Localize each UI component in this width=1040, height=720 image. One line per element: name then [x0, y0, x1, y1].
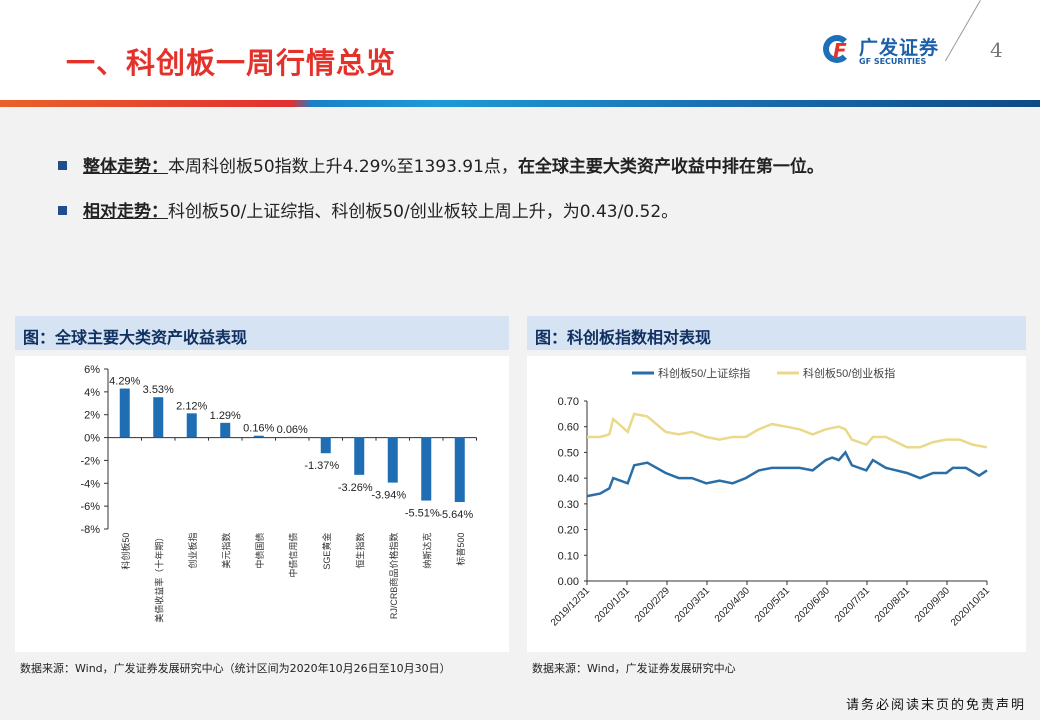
- x-tick-label: 创业板指: [187, 533, 198, 569]
- bar: [186, 413, 197, 438]
- x-tick-label: 美债收益率（十年期）: [153, 533, 164, 623]
- x-tick-label: 美元指数: [220, 533, 231, 569]
- bullet-relative-trend: 相对走势：科创板50/上证综指、科创板50/创业板较上周上升，为0.43/0.5…: [58, 197, 678, 222]
- bar: [153, 397, 164, 438]
- y-tick-label: 0.20: [558, 525, 579, 537]
- x-tick-label: RJ/CRB商品价格指数: [388, 533, 399, 620]
- x-tick-label: 2020/10/31: [949, 585, 992, 628]
- line-chart-panel: 0.70 0.60 0.50 0.40 0.30 0.20 0.10 0.00 2019/12/…: [527, 356, 1026, 652]
- bar: [454, 437, 465, 503]
- left-panel-title: 图：全球主要大类资产收益表现: [15, 316, 509, 350]
- bullet-overall-trend: 整体走势：本周科创板50指数上升4.29%至1393.91点，在全球主要大类资产…: [58, 152, 824, 177]
- y-tick-label: 0.60: [558, 422, 579, 434]
- x-tick-label: 纳斯达克: [421, 533, 432, 569]
- x-tick-label: 2020/1/31: [593, 585, 633, 625]
- legend-label: 科创板50/创业板指: [803, 366, 895, 380]
- x-tick-label: 中债信用债: [287, 533, 298, 578]
- x-tick-label: 中债国债: [254, 533, 265, 569]
- page-title: 一、科创板一周行情总览: [66, 46, 397, 80]
- logo-cn: 广发证券: [859, 37, 940, 59]
- x-tick-label: 2020/7/31: [833, 585, 873, 625]
- data-label: -3.26%: [338, 482, 373, 494]
- bar: [354, 437, 365, 475]
- data-label: 1.29%: [210, 410, 241, 422]
- y-tick-label: 0.40: [558, 473, 579, 485]
- x-tick-label: 2020/6/30: [793, 585, 833, 625]
- y-tick-label: 0.50: [558, 447, 579, 459]
- y-tick-label: 6%: [84, 364, 100, 376]
- y-tick-label: -2%: [80, 455, 100, 467]
- x-tick-label: 标普500: [455, 533, 466, 566]
- bullet-square-icon: [58, 160, 67, 170]
- y-tick-label: 0%: [84, 433, 100, 445]
- data-label: -1.37%: [304, 460, 339, 472]
- bullet-text: 本周科创板50指数上升4.29%至1393.91点，: [168, 157, 518, 177]
- bar: [253, 435, 264, 438]
- bar: [320, 437, 331, 454]
- right-panel-title: 图：科创板指数相对表现: [527, 316, 1026, 350]
- series-line: [587, 412, 988, 449]
- right-source: 数据来源：Wind，广发证券发展研究中心: [532, 662, 736, 675]
- bar: [287, 436, 298, 438]
- bullet-label: 相对走势：: [83, 202, 168, 222]
- disclaimer-notice: 请务必阅读末页的免责声明: [845, 698, 1026, 713]
- x-tick-label: 科创板50: [120, 533, 131, 570]
- bullet-emphasis: 在全球主要大类资产收益中排在第一位。: [517, 157, 824, 177]
- bar-chart-panel: 6% 4% 2% 0% -2% -4% -6% -8% 4.29% 科创板50 3.53% 美债收益率…: [15, 356, 509, 652]
- x-tick-label: 2020/8/31: [873, 585, 913, 625]
- data-label: 2.12%: [176, 400, 207, 412]
- x-tick-label: 2020/2/29: [633, 585, 673, 625]
- bullet-label: 整体走势：: [83, 157, 168, 177]
- y-tick-label: 0.30: [558, 499, 579, 511]
- y-tick-label: -8%: [80, 524, 100, 536]
- data-label: -3.94%: [371, 490, 406, 502]
- y-tick-label: 2%: [84, 410, 100, 422]
- header-color-bar: [0, 100, 1040, 107]
- x-tick-label: 2019/12/31: [549, 585, 592, 628]
- left-source: 数据来源：Wind，广发证券发展研究中心（统计区间为2020年10月26日至10…: [20, 662, 451, 675]
- data-label: -5.64%: [438, 509, 473, 521]
- y-tick-label: 0.70: [558, 396, 579, 408]
- data-label: 0.06%: [277, 424, 308, 436]
- divider: [945, 0, 981, 62]
- data-label: 0.16%: [243, 423, 274, 435]
- bullet-square-icon: [58, 205, 67, 215]
- header: 一、科创板一周行情总览 F 广发证券 GF SECURITIES 4: [0, 0, 1040, 100]
- y-tick-label: -4%: [80, 478, 100, 490]
- y-tick-label: 4%: [84, 387, 100, 399]
- x-tick-label: 2020/9/30: [913, 585, 953, 625]
- x-tick-label: 2020/4/30: [713, 585, 753, 625]
- data-label: -5.51%: [405, 508, 440, 520]
- page-number: 4: [990, 38, 1003, 62]
- x-tick-label: SGE黄金: [321, 533, 332, 570]
- logo-f-icon: F: [833, 39, 847, 63]
- y-tick-label: 0.00: [558, 576, 579, 588]
- logo-en: GF SECURITIES: [859, 57, 927, 66]
- y-tick-label: 0.10: [558, 550, 579, 562]
- x-tick-label: 恒生指数: [354, 533, 365, 569]
- bar: [421, 437, 432, 501]
- series-line: [586, 450, 988, 498]
- data-label: 3.53%: [143, 384, 174, 396]
- y-tick-label: -6%: [80, 501, 100, 513]
- logo-mark-icon: [823, 35, 851, 63]
- bar-chart: 6% 4% 2% 0% -2% -4% -6% -8% 4.29% 科创板50 3.53% 美债收益率…: [80, 364, 477, 623]
- x-tick-label: 2020/3/31: [673, 585, 713, 625]
- data-label: 4.29%: [109, 376, 140, 388]
- bar: [220, 422, 231, 438]
- bar: [119, 388, 130, 438]
- legend-label: 科创板50/上证综指: [658, 366, 750, 380]
- bar: [387, 437, 398, 483]
- bullet-text: 科创板50/上证综指、科创板50/创业板较上周上升，为0.43/0.52。: [168, 202, 679, 222]
- gf-securities-logo: F 广发证券 GF SECURITIES: [823, 33, 943, 69]
- x-tick-label: 2020/5/31: [753, 585, 793, 625]
- line-chart: 0.70 0.60 0.50 0.40 0.30 0.20 0.10 0.002019/12/…: [549, 366, 992, 629]
